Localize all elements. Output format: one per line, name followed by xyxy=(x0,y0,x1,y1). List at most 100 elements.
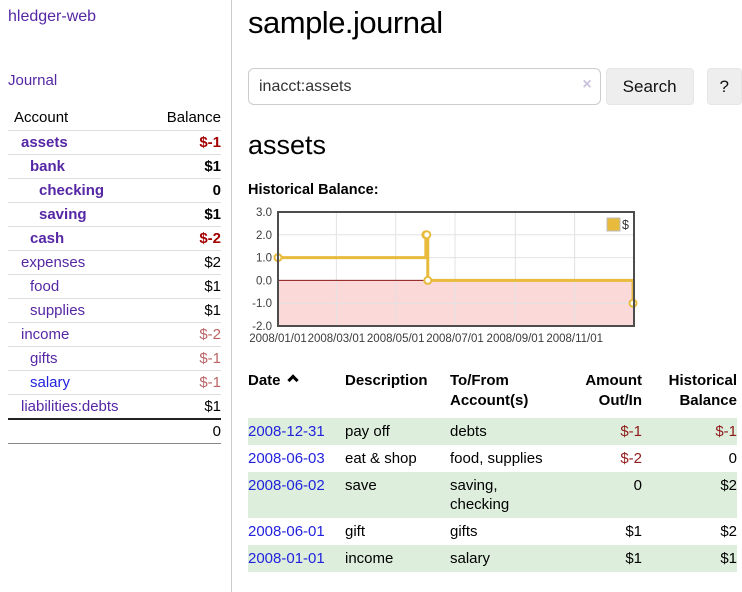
sidebar-account-link[interactable]: liabilities:debts xyxy=(21,398,119,415)
register-table-body: 2008-12-31 pay off debts $-1 $-1 2008-06-03 ea… xyxy=(248,418,737,572)
app-title-link[interactable]: hledger-web xyxy=(8,8,97,25)
transaction-balance: $2 xyxy=(642,472,737,518)
main-content: sample.journal × Search ? assets Histori… xyxy=(232,0,742,592)
search-form: × Search ? xyxy=(248,68,742,105)
sidebar-account-link[interactable]: bank xyxy=(30,158,66,175)
account-balance: $1 xyxy=(204,158,221,175)
transaction-balance: $-1 xyxy=(642,418,737,445)
account-row: bank $1 xyxy=(8,154,221,179)
column-header-date[interactable]: Date xyxy=(248,369,345,418)
transaction-balance: 0 xyxy=(728,450,737,467)
accounts-total-value: 0 xyxy=(212,423,221,440)
column-header-amount: Amount Out/In xyxy=(585,372,642,409)
account-row: expenses $2 xyxy=(8,250,221,275)
account-balance: $-2 xyxy=(199,230,221,247)
y-axis-tick-label: 2.0 xyxy=(256,230,272,242)
transaction-accounts: food, supplies xyxy=(450,450,543,467)
transaction-row: 2008-06-01 gift gifts $1 $2 xyxy=(248,518,737,545)
account-balance: $-1 xyxy=(199,134,221,151)
sidebar-account-link[interactable]: salary xyxy=(30,374,71,391)
transaction-amount: $1 xyxy=(625,523,642,540)
sidebar-account-link[interactable]: gifts xyxy=(30,350,58,367)
account-heading: assets xyxy=(248,130,327,160)
account-row: gifts $-1 xyxy=(8,346,221,371)
transaction-balance: $2 xyxy=(720,523,737,540)
account-row: food $1 xyxy=(8,274,221,299)
account-column-header: Account xyxy=(14,109,69,126)
plot-border xyxy=(277,211,635,327)
account-row: assets $-1 xyxy=(8,130,221,155)
chart-title: Historical Balance: xyxy=(248,182,379,198)
transaction-balance: $1 xyxy=(642,545,737,572)
transaction-date-link[interactable]: 2008-12-31 xyxy=(248,423,325,440)
search-input[interactable] xyxy=(248,68,601,105)
column-header-description: Description xyxy=(345,372,428,389)
sidebar-account-link[interactable]: food xyxy=(30,278,60,295)
account-row: saving $1 xyxy=(8,202,221,227)
account-balance: $1 xyxy=(204,206,221,223)
transaction-date-link[interactable]: 2008-06-03 xyxy=(248,450,325,467)
transaction-description: eat & shop xyxy=(345,450,417,467)
transaction-amount: $-2 xyxy=(620,450,642,467)
sidebar-account-link[interactable]: supplies xyxy=(30,302,86,319)
legend-label: $ xyxy=(622,218,629,232)
transaction-description: income xyxy=(345,545,450,572)
clear-search-icon[interactable]: × xyxy=(582,76,592,93)
account-row: checking 0 xyxy=(8,178,221,203)
account-balance: 0 xyxy=(212,182,221,199)
transaction-accounts: saving, checking xyxy=(450,472,562,518)
account-row: salary $-1 xyxy=(8,370,221,395)
sidebar-item-journal[interactable]: Journal xyxy=(8,72,58,89)
sidebar: hledger-web Journal Account Balance asse… xyxy=(0,0,232,592)
account-balance: $-2 xyxy=(199,326,221,343)
sidebar-account-link[interactable]: cash xyxy=(30,230,65,247)
column-header-accounts: To/From Account(s) xyxy=(450,372,529,409)
transaction-date-link[interactable]: 2008-01-01 xyxy=(248,550,325,567)
transaction-date-link[interactable]: 2008-06-02 xyxy=(248,477,325,494)
account-balance: $1 xyxy=(204,398,221,415)
page-title: sample.journal xyxy=(248,5,443,40)
column-header-balance: Historical Balance xyxy=(668,372,737,409)
x-axis-tick-label: 2008/01/01 xyxy=(249,333,307,345)
x-axis-tick-label: 2008/11/01 xyxy=(546,333,603,345)
account-balance: $2 xyxy=(204,254,221,271)
transaction-row: 2008-06-02 save saving, checking 0 $2 xyxy=(248,472,737,518)
x-axis-tick-label: 2008/05/01 xyxy=(367,333,425,345)
sidebar-account-link[interactable]: income xyxy=(21,326,70,343)
register-header-row: Date Description To/From Account(s) Amou… xyxy=(248,369,737,418)
sidebar-account-link[interactable]: expenses xyxy=(21,254,86,271)
register-table: Date Description To/From Account(s) Amou… xyxy=(248,369,737,572)
help-button[interactable]: ? xyxy=(706,68,742,105)
transaction-accounts: gifts xyxy=(450,523,478,540)
transaction-description: gift xyxy=(345,523,366,540)
transaction-date-link[interactable]: 2008-06-01 xyxy=(248,523,325,540)
y-axis-tick-label: -2.0 xyxy=(252,321,272,333)
account-balance: $1 xyxy=(204,302,221,319)
sidebar-account-link[interactable]: saving xyxy=(39,206,87,223)
sort-ascending-icon xyxy=(286,374,299,386)
transaction-amount: 0 xyxy=(562,472,642,518)
legend-swatch-icon xyxy=(606,217,621,232)
sidebar-account-link[interactable]: checking xyxy=(39,182,105,199)
account-row: liabilities:debts $1 xyxy=(8,394,221,420)
x-axis-tick-label: 2008/09/01 xyxy=(487,333,545,345)
x-axis-tick-label: 2008/07/01 xyxy=(426,333,484,345)
sidebar-account-link[interactable]: assets xyxy=(21,134,68,151)
account-balance: $-1 xyxy=(199,374,221,391)
transaction-amount: $-1 xyxy=(562,418,642,445)
data-point-marker xyxy=(423,275,433,285)
transaction-description: save xyxy=(345,472,450,518)
search-input-wrapper: × xyxy=(248,68,601,105)
transaction-accounts: salary xyxy=(450,545,562,572)
account-row: supplies $1 xyxy=(8,298,221,323)
accounts-table-header-row: Account Balance xyxy=(8,106,221,131)
account-row: cash $-2 xyxy=(8,226,221,251)
transaction-accounts: debts xyxy=(450,418,562,445)
transaction-description: pay off xyxy=(345,418,450,445)
search-button[interactable]: Search xyxy=(605,68,694,105)
balance-column-header: Balance xyxy=(166,109,221,126)
date-header-label: Date xyxy=(248,372,281,389)
account-balance: $-1 xyxy=(199,350,221,367)
